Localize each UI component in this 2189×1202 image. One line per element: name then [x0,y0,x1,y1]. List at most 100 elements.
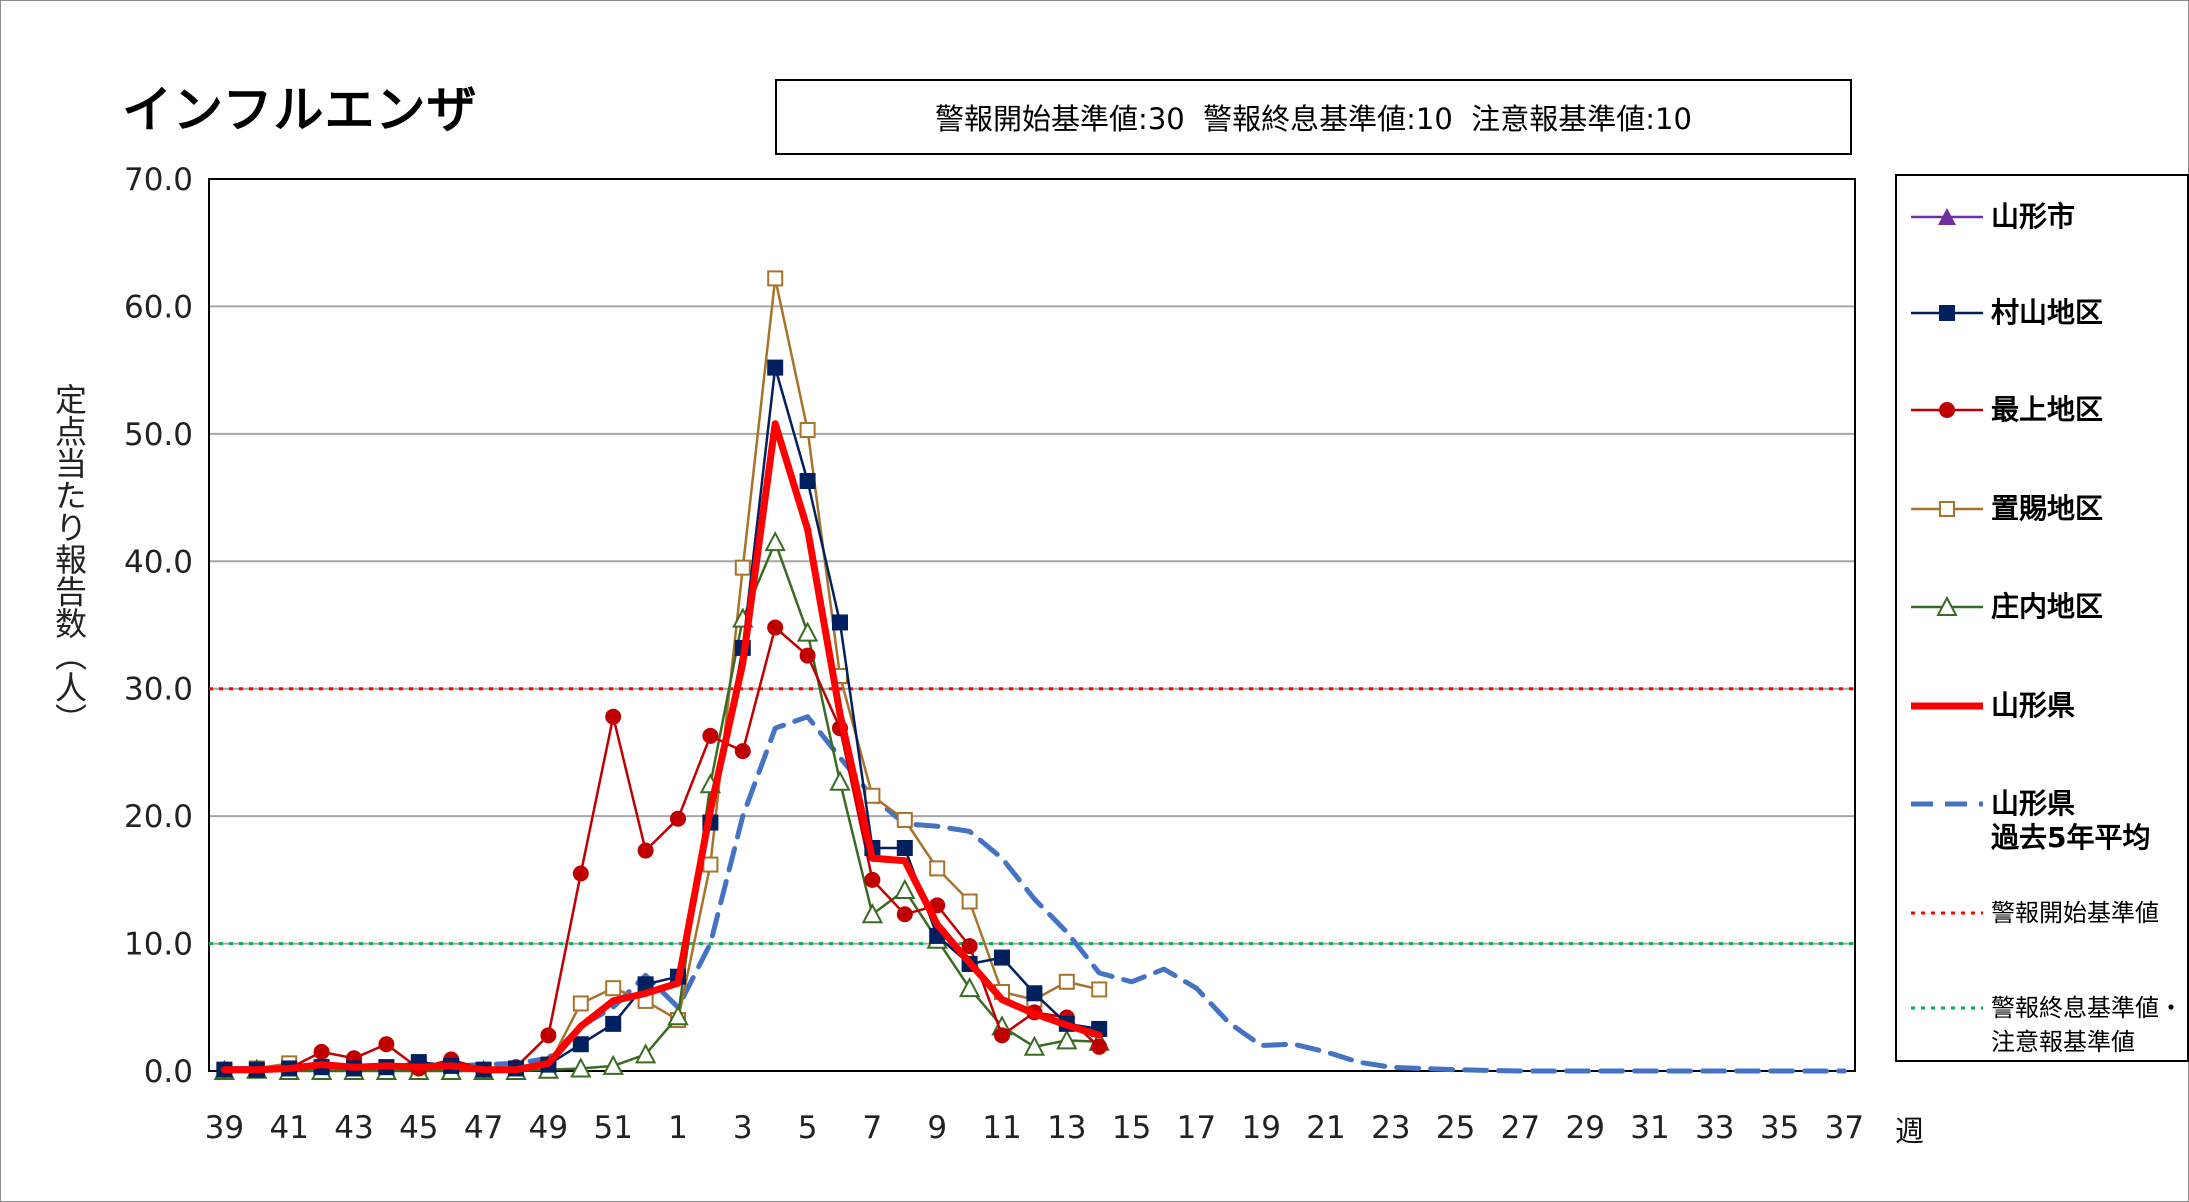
data-point [764,531,786,552]
data-point [896,811,913,828]
data-point [1056,1029,1078,1050]
x-tick-label: 15 [1112,1110,1151,1146]
data-point [1091,981,1108,998]
data-point [313,1043,330,1060]
x-tick-label: 35 [1760,1110,1799,1146]
data-point [605,1015,622,1032]
data-point [572,1036,589,1053]
plot-border [208,178,1856,1072]
legend-label: 警報終息基準値・ 注意報基準値 [1991,994,2183,1056]
legend-label: 村山地区 [1991,296,2104,329]
data-point [961,893,978,910]
x-tick-label: 37 [1825,1110,1864,1146]
legend-label: 山形市 [1991,200,2076,233]
x-tick-label: 19 [1241,1110,1280,1146]
data-point [864,871,881,888]
y-tick-label: 30.0 [124,672,193,708]
x-tick-label: 45 [399,1110,438,1146]
x-tick-label: 17 [1177,1110,1216,1146]
series-lines [209,270,1855,1080]
data-point [829,770,851,791]
legend-swatch [1911,305,1983,321]
legend-swatch [1911,1006,1983,1010]
data-point [378,1036,395,1053]
legend-swatch [1911,595,1983,616]
data-point [572,995,589,1012]
series-avg5 [221,714,1847,1074]
data-point [767,270,784,287]
data-point [1026,985,1043,1002]
data-point [702,727,719,744]
data-point [832,614,848,631]
x-tick-label: 41 [269,1110,308,1146]
x-tick-label: 49 [529,1110,568,1146]
legend-swatch [1911,911,1983,915]
x-tick-label: 9 [927,1110,947,1146]
x-tick-labels: 39 41 43 45 47 49 51 1 3 5 7 9 11 13 15 17 19 21 23 25 27 29 3… [205,1110,1864,1146]
data-point [1939,402,1955,418]
x-tick-label: 33 [1695,1110,1734,1146]
data-point [702,856,719,873]
legend-label: 庄内地区 [1991,590,2104,623]
data-point [799,422,816,439]
y-tick-label: 70.0 [124,162,193,198]
legend-label: 山形県 過去5年平均 [1991,787,2151,854]
x-tick-label: 43 [334,1110,373,1146]
data-point [605,708,622,725]
data-point [734,743,751,760]
x-tick-label: 25 [1436,1110,1475,1146]
y-tick-label: 60.0 [124,289,193,325]
data-point [894,878,916,900]
gridlines [208,178,1856,1072]
legend-swatch [1911,402,1983,418]
data-point [540,1027,557,1044]
legend-swatch [1911,702,1983,710]
data-point [670,810,686,827]
data-point [637,842,654,859]
legend-label: 警報開始基準値 [1991,899,2159,927]
x-tick-label: 13 [1047,1110,1086,1146]
data-point [896,840,913,856]
x-tick-label: 51 [593,1110,632,1146]
y-axis-label: 定点当たり報告数（人） [50,383,88,735]
x-tick-label: 5 [798,1110,818,1146]
y-tick-label: 0.0 [144,1054,193,1090]
data-point [767,359,784,376]
legend-label: 山形県 [1991,689,2076,722]
legend-swatch [1911,208,1983,225]
data-point [1023,1035,1046,1056]
y-tick-label: 10.0 [124,927,193,963]
series-line-avg5 [221,714,1847,1074]
x-tick-label: 39 [205,1110,244,1146]
x-tick-label: 11 [982,1110,1021,1146]
x-tick-label: 29 [1565,1110,1604,1146]
data-point [994,1027,1010,1044]
data-point [634,1043,657,1064]
data-point [767,619,784,636]
x-tick-label: 23 [1371,1110,1410,1146]
data-point [570,1057,592,1078]
series-prefecture [220,420,1103,1074]
series-line-shonai [223,540,1101,1073]
legend-swatch [1911,501,1983,517]
y-tick-label: 20.0 [124,799,193,835]
data-point [961,938,978,955]
data-point [958,977,981,998]
data-point [667,1005,689,1026]
data-point [994,949,1010,966]
series-line-prefecture [220,420,1103,1074]
legend-swatch [1911,801,1983,807]
x-tick-label: 27 [1501,1110,1540,1146]
data-point [1938,208,1956,225]
data-point [572,865,589,882]
data-point [799,473,816,490]
chart-title: インフルエンザ [122,81,478,139]
y-tick-label: 40.0 [124,544,193,580]
data-point [864,787,881,804]
data-point [1058,973,1075,990]
x-axis-unit-label: 週 [1895,1114,1925,1148]
series-line-mogami [223,626,1101,1071]
data-point [1939,305,1955,321]
